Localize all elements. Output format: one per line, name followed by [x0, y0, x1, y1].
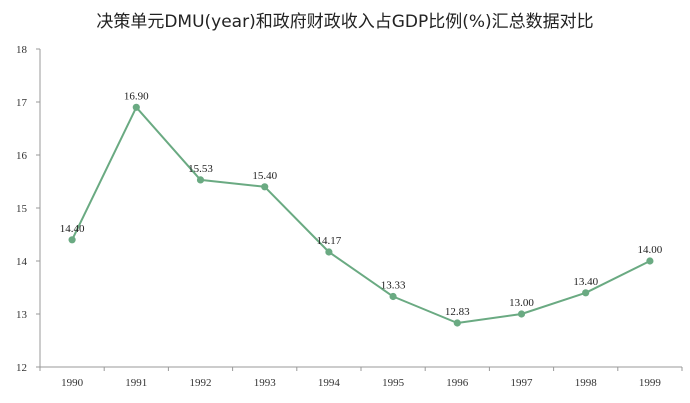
x-tick-label: 1994	[318, 377, 341, 389]
data-label: 13.33	[381, 280, 406, 292]
data-label: 15.53	[188, 163, 213, 175]
data-label: 13.40	[573, 276, 598, 288]
x-tick-label: 1998	[575, 377, 598, 389]
data-labels: 14.40 16.90 15.53 15.40 14.17 13.33 12.83 13.00…	[60, 90, 663, 318]
y-tick-label: 12	[16, 362, 27, 374]
data-point	[517, 310, 526, 318]
data-label: 14.17	[317, 235, 342, 247]
data-point	[261, 183, 269, 191]
data-point	[196, 176, 205, 184]
data-point	[646, 257, 654, 265]
series-line	[71, 106, 651, 325]
y-tick-label: 18	[16, 44, 28, 56]
data-label: 13.00	[509, 297, 534, 309]
data-label: 14.40	[60, 223, 85, 235]
data-label: 16.90	[124, 90, 149, 102]
data-point	[132, 103, 140, 111]
data-point	[389, 292, 397, 301]
x-tick-label: 1993	[254, 377, 277, 389]
y-tick-label: 17	[16, 97, 28, 109]
data-point	[325, 248, 333, 256]
y-tick-label: 15	[16, 203, 28, 215]
data-series	[68, 103, 654, 327]
y-tick-label: 13	[16, 309, 28, 321]
data-point	[582, 289, 590, 297]
x-tick-label: 1990	[61, 377, 84, 389]
x-axis-ticks: 1990 1991 1992 1993 1994 1995 1996 1997 1998 1999	[39, 367, 683, 389]
data-point	[453, 319, 461, 327]
y-tick-label: 16	[16, 150, 28, 162]
x-tick-label: 1995	[382, 377, 405, 389]
data-label: 12.83	[445, 306, 470, 318]
x-tick-label: 1997	[511, 377, 534, 389]
x-tick-label: 1996	[446, 377, 469, 389]
chart-title: 决策单元DMU(year)和政府财政收入占GDP比例(%)汇总数据对比	[96, 12, 594, 32]
y-axis-ticks: 12 13 14 15 16 17 18	[16, 44, 40, 374]
x-tick-label: 1991	[125, 377, 147, 389]
x-tick-label: 1992	[190, 377, 212, 389]
data-point	[68, 236, 76, 244]
data-label: 15.40	[252, 170, 277, 182]
y-tick-label: 14	[16, 256, 28, 268]
x-tick-label: 1999	[639, 377, 662, 389]
data-label: 14.00	[638, 244, 663, 256]
